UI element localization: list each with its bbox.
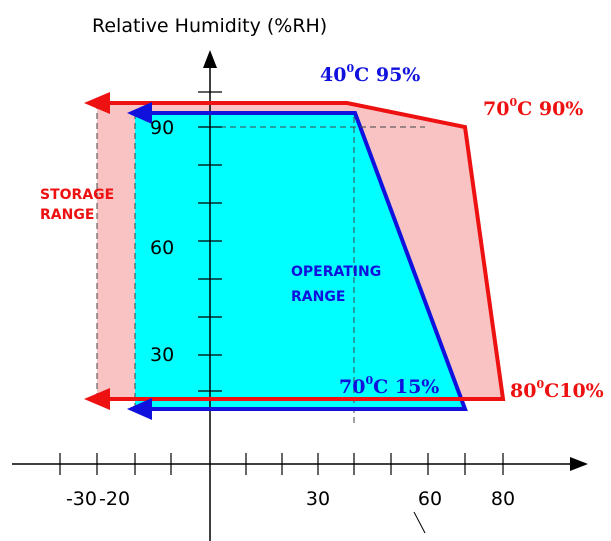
y-tick-label-30: 30 [150,344,174,366]
y-axis-arrow [203,50,217,68]
operating-bottom-corner-label: 700C 15% [339,374,439,398]
storage-range-label-line2: RANGE [40,207,94,223]
y-axis-title: Relative Humidity (%RH) [92,15,327,37]
storage-bottom-arrowhead [84,388,110,410]
x-tick-label-minus30: -30 [66,488,97,510]
x-tick-label-80: 80 [491,488,515,510]
operating-range-label-line1: OPERATING [291,264,381,280]
x-axis-arrow [570,457,588,471]
storage-top-arrowhead [84,92,110,114]
operating-range-label-line2: RANGE [291,289,345,305]
operating-top-arrowhead [127,102,152,124]
x-tick-label-30: 30 [306,488,330,510]
y-tick-label-60: 60 [150,237,174,259]
stray-mark [413,511,426,534]
storage-range-label-line1: STORAGE [40,187,114,203]
x-tick-label-60: 60 [418,488,442,510]
storage-top-corner-label: 700C 90% [483,96,583,120]
x-tick-label-minus20: -20 [99,488,130,510]
operating-top-corner-label: 400C 95% [320,62,420,86]
y-tick-label-90: 90 [150,117,174,139]
operating-bottom-arrowhead [127,398,152,420]
storage-bottom-corner-label: 800C10% [510,378,604,402]
